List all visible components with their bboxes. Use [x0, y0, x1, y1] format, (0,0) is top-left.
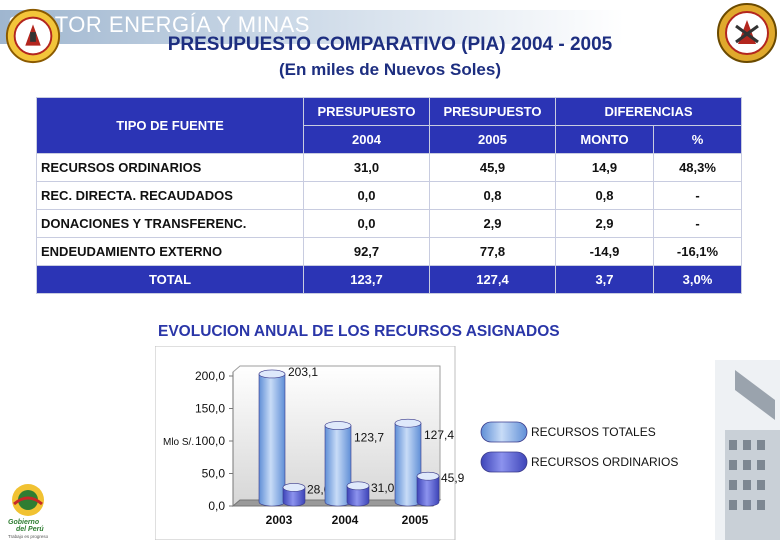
building-photo [715, 360, 780, 540]
data-label-ordinarios: 31,0 [371, 481, 395, 495]
cell-2004: 0,0 [303, 181, 430, 210]
table-row: DONACIONES Y TRANSFERENC. 0,0 2,9 2,9 - [36, 209, 742, 238]
table-row: RECURSOS ORDINARIOS 31,0 45,9 14,9 48,3% [36, 153, 742, 182]
budget-table: TIPO DE FUENTE PRESUPUESTO PRESUPUESTO D… [36, 97, 742, 294]
table-row: REC. DIRECTA. RECAUDADOS 0,0 0,8 0,8 - [36, 181, 742, 210]
gobierno-text-1: Gobierno [8, 519, 40, 526]
data-label-ordinarios: 45,9 [441, 471, 465, 485]
cell-monto: 0,8 [555, 181, 654, 210]
row-label: RECURSOS ORDINARIOS [36, 153, 304, 182]
header-source: TIPO DE FUENTE [36, 97, 304, 154]
x-tick-label: 2005 [402, 513, 429, 527]
header-pct: % [653, 125, 742, 154]
header-presupuesto-2005: PRESUPUESTO [429, 97, 556, 126]
bar-recursos-totales-top [394, 418, 422, 428]
data-label-totales: 127,4 [424, 428, 454, 442]
legend-label: RECURSOS TOTALES [531, 425, 656, 439]
row-label: ENDEUDAMIENTO EXTERNO [36, 237, 304, 266]
ministry-emblem-left [5, 8, 61, 64]
data-label-totales: 123,7 [354, 431, 384, 445]
cell-pct: - [653, 209, 742, 238]
bar-recursos-ordinarios-top [416, 471, 440, 481]
total-label: TOTAL [36, 265, 304, 294]
legend-label: RECURSOS ORDINARIOS [531, 455, 678, 469]
y-axis-label: Mlo S/. [163, 437, 194, 448]
row-label: REC. DIRECTA. RECAUDADOS [36, 181, 304, 210]
cell-2005: 77,8 [429, 237, 556, 266]
header-presupuesto-2004: PRESUPUESTO [303, 97, 430, 126]
total-2004: 123,7 [303, 265, 430, 294]
cell-2005: 45,9 [429, 153, 556, 182]
total-2005: 127,4 [429, 265, 556, 294]
cell-monto: 14,9 [555, 153, 654, 182]
x-tick-label: 2004 [332, 513, 359, 527]
y-tick-label: 150,0 [195, 402, 225, 416]
y-tick-label: 200,0 [195, 369, 225, 383]
total-pct: 3,0% [653, 265, 742, 294]
header-monto: MONTO [555, 125, 654, 154]
y-tick-label: 100,0 [195, 434, 225, 448]
ministry-emblem-right [717, 3, 777, 63]
page-title: PRESUPUESTO COMPARATIVO (PIA) 2004 - 200… [167, 34, 613, 55]
cell-2004: 31,0 [303, 153, 430, 182]
cell-pct: - [653, 181, 742, 210]
gobierno-text-2: del Perú [16, 526, 44, 533]
bar-recursos-ordinarios-top [282, 483, 306, 492]
header-diferencias: DIFERENCIAS [555, 97, 742, 126]
table-subheader-row: 2004 2005 MONTO % [37, 125, 742, 154]
cell-pct: 48,3% [653, 153, 742, 182]
row-label: DONACIONES Y TRANSFERENC. [36, 209, 304, 238]
cell-monto: -14,9 [555, 237, 654, 266]
cell-2004: 0,0 [303, 209, 430, 238]
total-monto: 3,7 [555, 265, 654, 294]
legend-swatch [480, 451, 528, 473]
chart-title: EVOLUCION ANUAL DE LOS RECURSOS ASIGNADO… [158, 323, 560, 340]
gobierno-peru-logo: Gobierno del Perú Trabajo es progreso [8, 484, 49, 539]
bar-recursos-ordinarios [346, 485, 370, 507]
x-tick-label: 2003 [266, 513, 293, 527]
cell-monto: 2,9 [555, 209, 654, 238]
table-row: ENDEUDAMIENTO EXTERNO 92,7 77,8 -14,9 -1… [36, 237, 742, 266]
y-tick-label: 0,0 [208, 499, 225, 513]
y-tick-label: 50,0 [202, 467, 226, 481]
bar-recursos-ordinarios [282, 487, 306, 507]
bar-recursos-totales-top [258, 369, 286, 379]
gobierno-tagline: Trabajo es progreso [8, 534, 49, 539]
page-subtitle: (En miles de Nuevos Soles) [278, 60, 501, 79]
cell-2005: 0,8 [429, 181, 556, 210]
bar-recursos-totales [258, 373, 286, 507]
bar-recursos-totales-top [324, 421, 352, 430]
header-year-2004: 2004 [303, 125, 430, 154]
bar-recursos-ordinarios-top [346, 481, 370, 491]
cell-pct: -16,1% [653, 237, 742, 266]
cell-2005: 2,9 [429, 209, 556, 238]
header-year-2005: 2005 [429, 125, 556, 154]
legend-swatch [480, 421, 528, 443]
table-header-row: TIPO DE FUENTE PRESUPUESTO PRESUPUESTO D… [36, 97, 742, 154]
bar-recursos-ordinarios [416, 475, 440, 507]
cell-2004: 92,7 [303, 237, 430, 266]
table-total-row: TOTAL 123,7 127,4 3,7 3,0% [36, 265, 742, 294]
header-banner [0, 10, 780, 44]
data-label-totales: 203,1 [288, 365, 318, 379]
